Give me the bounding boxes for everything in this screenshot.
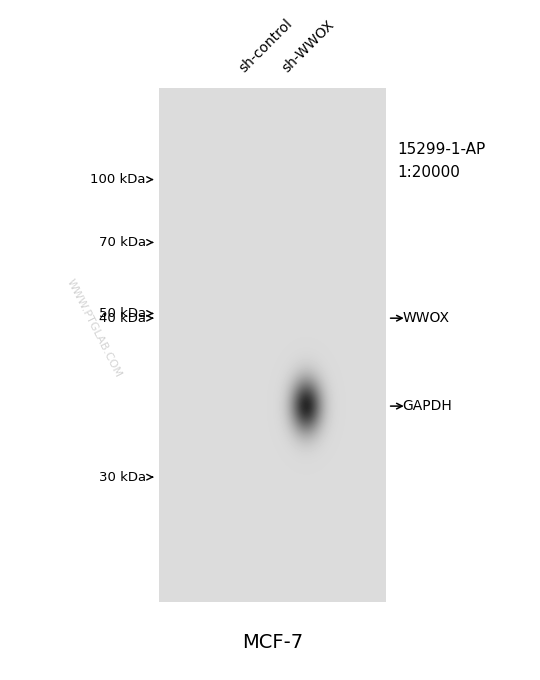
Text: 50 kDa: 50 kDa [99, 307, 146, 320]
Text: WWOX: WWOX [402, 311, 449, 325]
Text: 30 kDa: 30 kDa [99, 471, 146, 483]
Text: sh-control: sh-control [237, 16, 295, 75]
Text: MCF-7: MCF-7 [242, 633, 303, 652]
Text: 15299-1-AP
1:20000: 15299-1-AP 1:20000 [397, 142, 485, 180]
Text: 40 kDa: 40 kDa [99, 311, 146, 324]
Text: sh-WWOX: sh-WWOX [280, 17, 338, 75]
Text: 100 kDa: 100 kDa [90, 173, 146, 186]
Bar [159, 88, 386, 602]
Text: WWW.PTGLAB.COM: WWW.PTGLAB.COM [65, 277, 124, 379]
Text: 70 kDa: 70 kDa [99, 236, 146, 249]
Text: GAPDH: GAPDH [402, 399, 452, 413]
